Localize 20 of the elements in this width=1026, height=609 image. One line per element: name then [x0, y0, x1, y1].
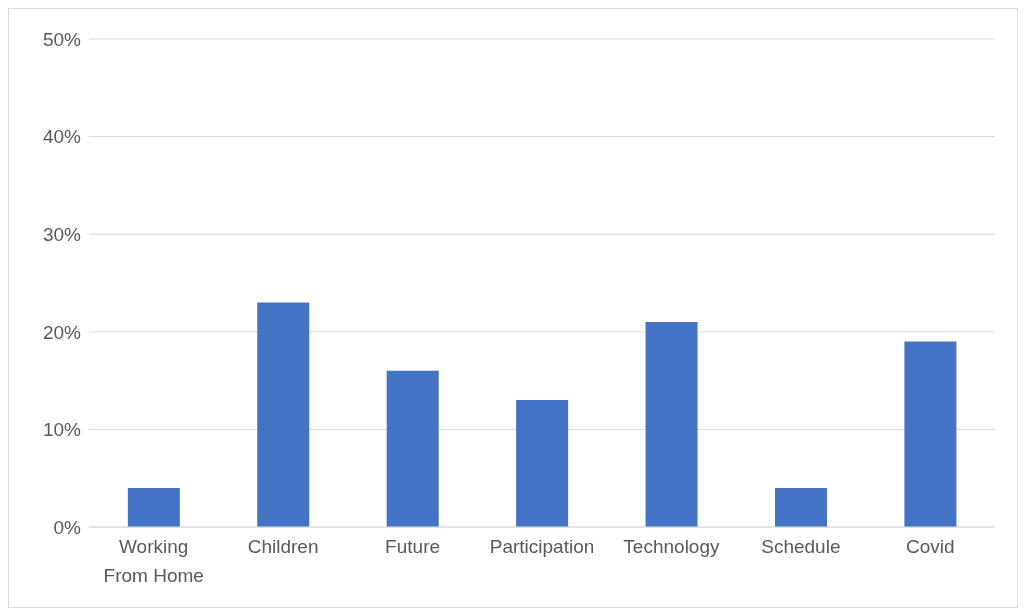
bar [257, 302, 310, 527]
x-tick-label: Schedule [761, 536, 841, 557]
bar [774, 487, 827, 527]
bar [904, 341, 957, 527]
y-tick-label: 50% [42, 28, 82, 50]
x-tick-label: Future [385, 536, 441, 557]
y-tick-label: 10% [42, 419, 82, 441]
x-tick-label: Participation [489, 536, 595, 557]
x-tick-label: Working From Home [103, 536, 204, 586]
bar [127, 487, 180, 527]
y-tick-label: 20% [42, 321, 82, 343]
bar [386, 370, 439, 527]
y-tick-label: 40% [42, 126, 82, 148]
bar [645, 322, 698, 527]
x-tick-label: Technology [623, 536, 720, 557]
bar [516, 400, 569, 527]
y-tick-label: 0% [53, 516, 82, 538]
y-tick-label: 30% [42, 223, 82, 245]
x-tick-label: Covid [906, 536, 955, 557]
x-tick-label: Children [247, 536, 319, 557]
